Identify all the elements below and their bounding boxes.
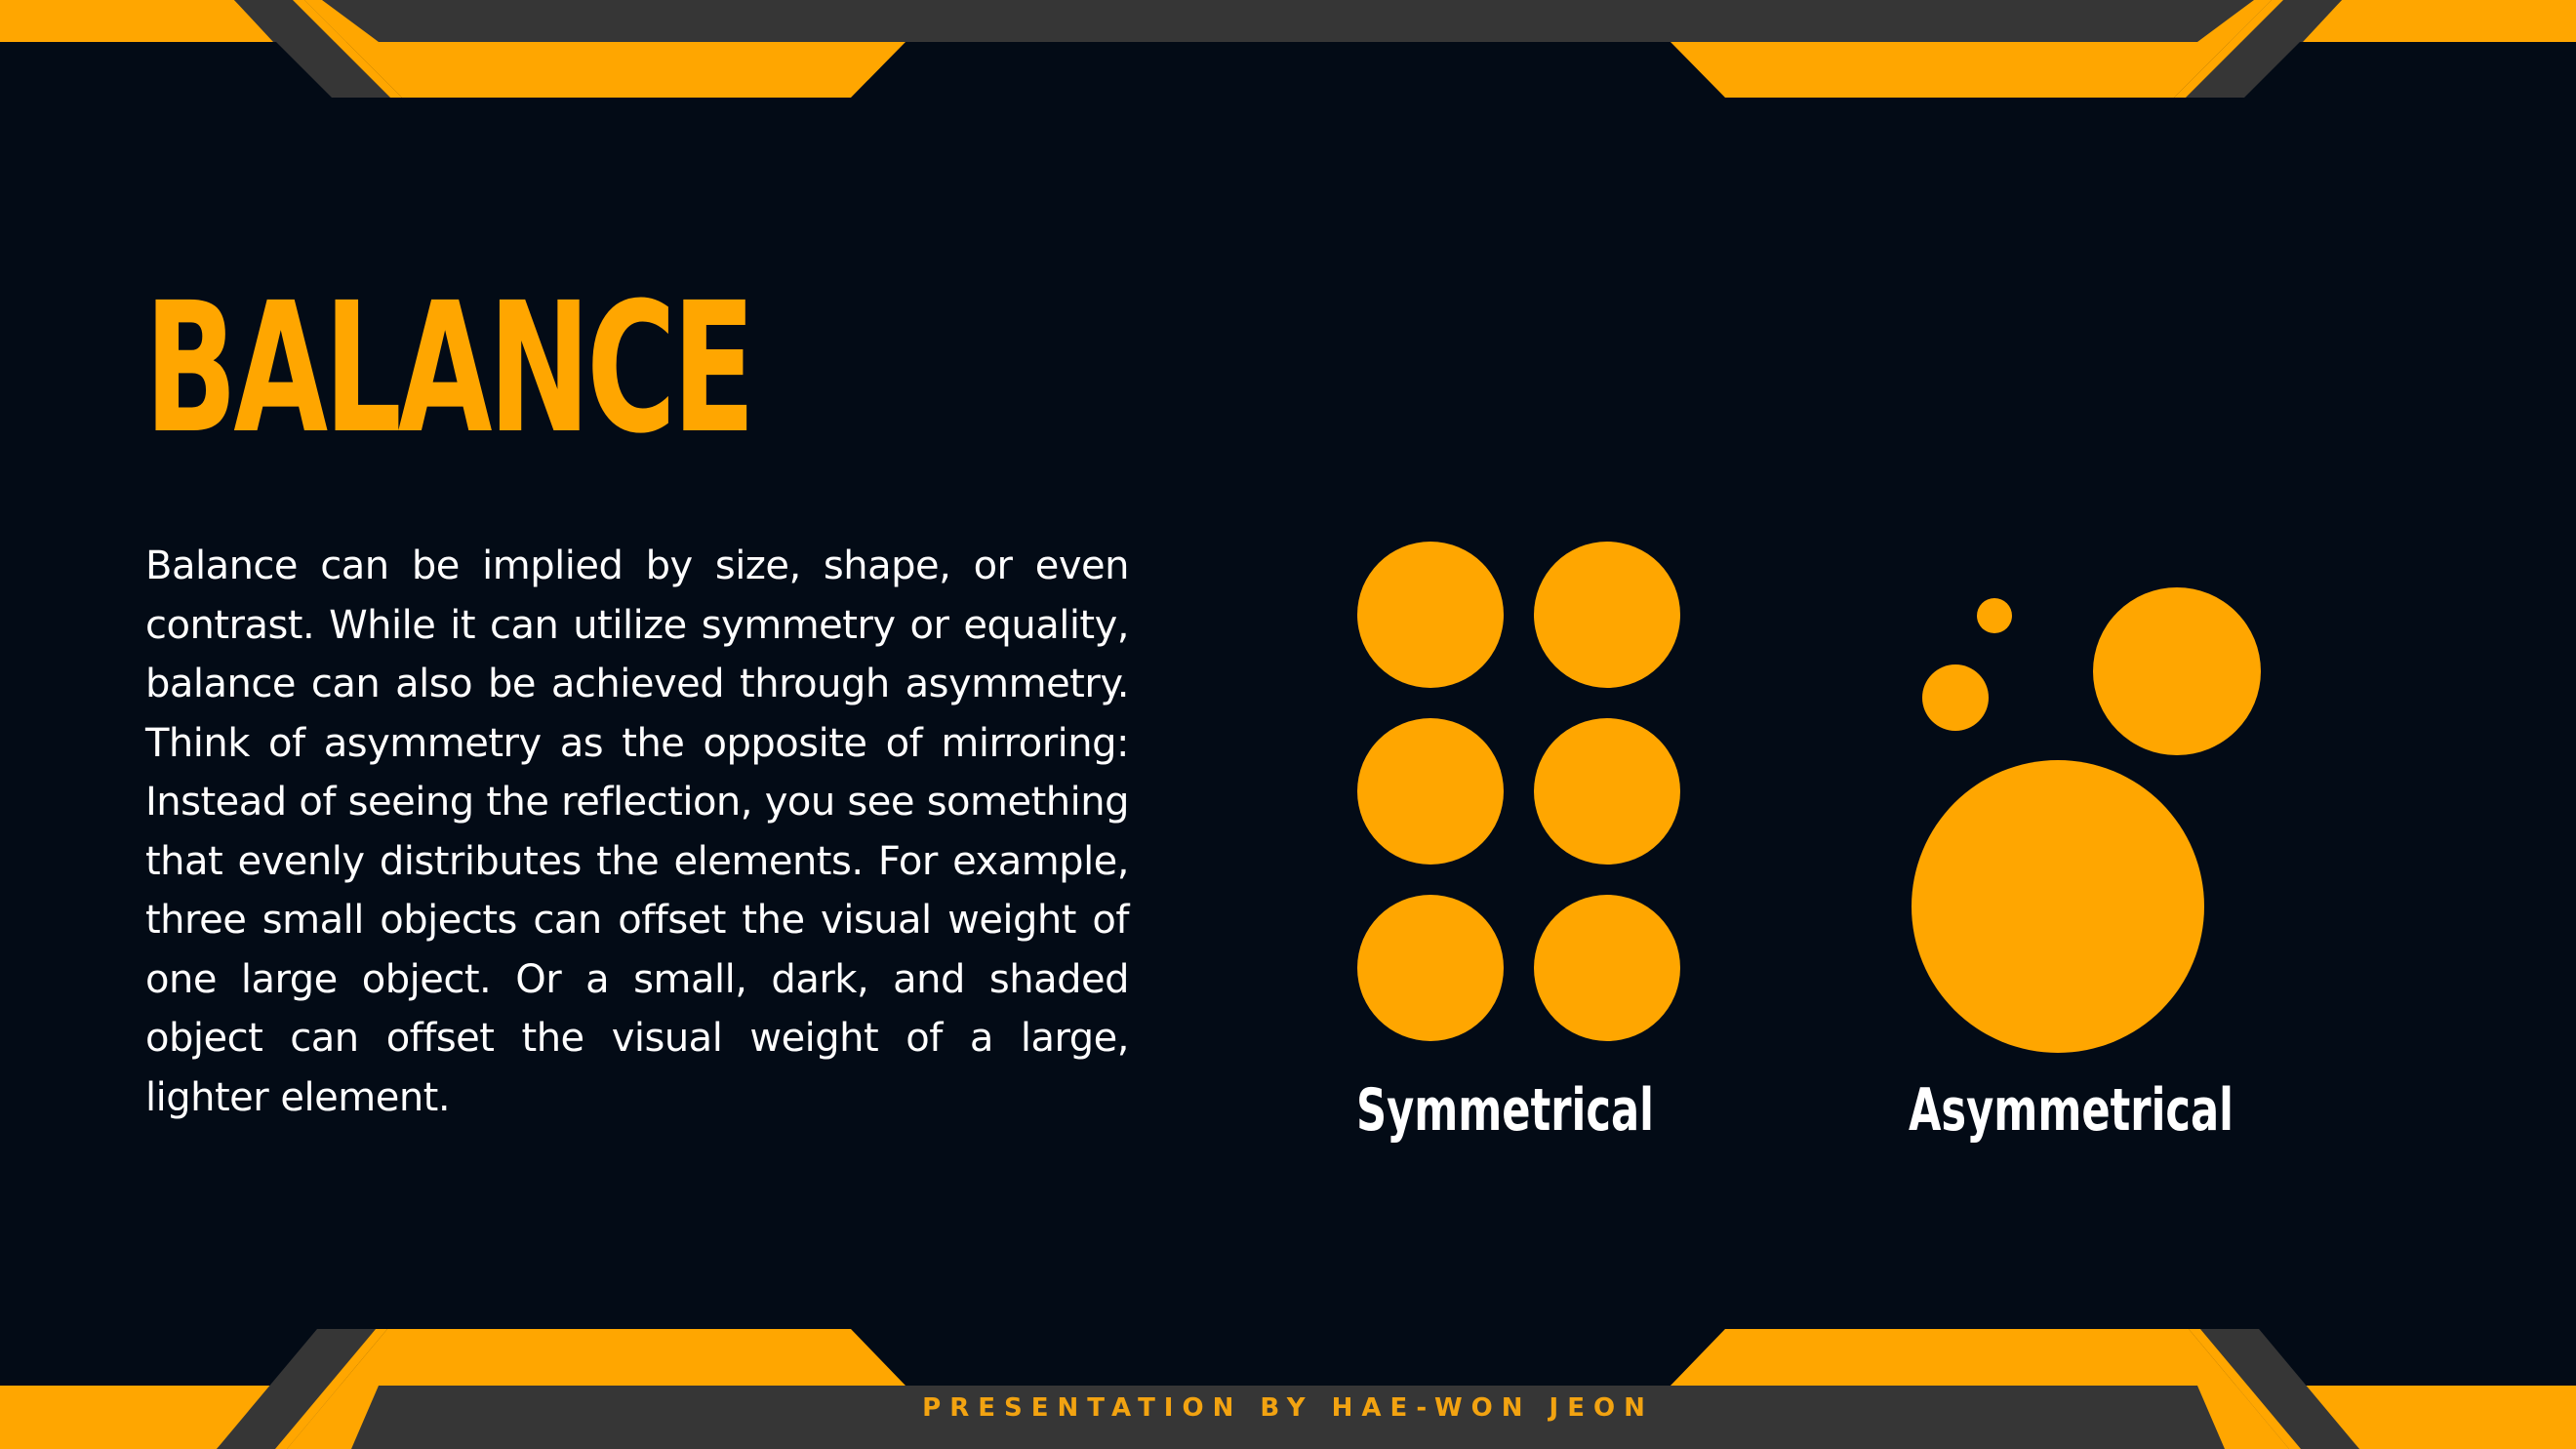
asym-circle-small [1922,664,1989,731]
asym-circle-large [1912,760,2204,1053]
sym-circle-5 [1357,895,1504,1041]
symmetrical-label: Symmetrical [1356,1076,1654,1145]
sym-circle-6 [1534,895,1680,1041]
top-left-corner-accent [0,0,273,42]
body-paragraph: Balance can be implied by size, shape, o… [145,543,1130,1120]
footer-credit: PRESENTATION BY HAE-WON JEON [922,1393,1654,1423]
sym-circle-1 [1357,542,1504,688]
sym-circle-3 [1357,718,1504,865]
asym-circle-medium [2093,587,2261,755]
asym-circle-tiny [1977,598,2012,633]
bottom-right-thin-stripe [2189,1329,2301,1449]
bottom-right-yellow-tab [1670,1329,2289,1449]
sym-circle-2 [1534,542,1680,688]
top-right-dark-stripe [2186,0,2342,98]
bottom-gray-band [379,1386,2197,1449]
bottom-right-dark-stripe [2200,1329,2359,1449]
top-right-yellow-tab [1670,0,2272,98]
slide-title: BALANCE [144,264,755,473]
bottom-left-dark-stripe [217,1329,376,1449]
bottom-right-corner-accent [2301,1386,2576,1449]
asymmetrical-label: Asymmetrical [1909,1076,2234,1145]
bottom-left-corner-accent [0,1386,275,1449]
bottom-left-thin-stripe [275,1329,387,1449]
bottom-left-yellow-tab [287,1329,906,1449]
top-left-yellow-tab [304,0,906,98]
top-left-thin-stripe [293,0,402,98]
sym-circle-4 [1534,718,1680,865]
top-left-dark-stripe [234,0,390,98]
top-right-thin-stripe [2174,0,2283,98]
top-right-corner-accent [2303,0,2576,42]
top-bar-gray [0,0,2576,42]
